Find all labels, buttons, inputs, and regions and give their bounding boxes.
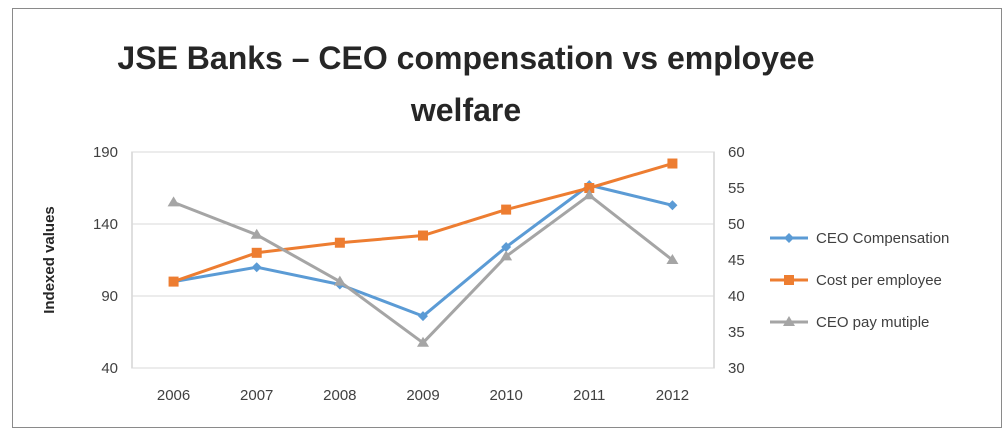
- y-tick-label: 90: [101, 288, 118, 305]
- legend-marker: [784, 275, 794, 285]
- x-tick-label: 2007: [240, 387, 273, 404]
- legend-label: CEO pay mutiple: [816, 314, 929, 331]
- legend: CEO Compensation Cost per employee CEO pay…: [770, 230, 949, 331]
- x-tick-label: 2012: [656, 387, 689, 404]
- legend-label: Cost per employee: [816, 272, 942, 289]
- gridlines: [132, 151, 714, 369]
- data-point: [418, 311, 428, 322]
- chart-frame: [12, 8, 1002, 428]
- data-point: [501, 204, 512, 215]
- data-point: [251, 247, 262, 258]
- x-tick-label: 2011: [573, 387, 605, 404]
- data-point: [417, 336, 429, 347]
- legend-marker: [783, 316, 795, 326]
- series-line: [173, 162, 673, 284]
- series-3: [167, 189, 679, 347]
- y-tick-label: 190: [93, 144, 118, 161]
- x-axis-ticks: 2006 2007 2008 2009 2010 2011 2012: [157, 387, 689, 404]
- data-point: [583, 189, 596, 200]
- data-point: [334, 237, 345, 248]
- plot-area: [131, 151, 715, 369]
- y2-tick-label: 35: [728, 324, 745, 341]
- data-point: [418, 230, 428, 241]
- series-line: [173, 183, 673, 318]
- data-point: [666, 254, 679, 264]
- y2-tick-label: 50: [728, 216, 745, 233]
- data-point: [667, 158, 678, 169]
- legend-item: CEO Compensation: [770, 230, 949, 247]
- y2-tick-label: 60: [728, 144, 745, 161]
- chart-title: JSE Banks – CEO compensation vs employee…: [117, 40, 815, 128]
- x-tick-label: 2006: [157, 387, 190, 404]
- y2-tick-label: 55: [728, 180, 745, 197]
- y-tick-label: 40: [101, 360, 118, 377]
- y2-tick-label: 30: [728, 360, 745, 377]
- data-point: [333, 275, 346, 286]
- x-tick-label: 2009: [406, 387, 439, 404]
- series-1: [168, 180, 678, 322]
- legend-marker: [784, 233, 794, 243]
- y2-tick-label: 45: [728, 252, 745, 269]
- data-point: [250, 228, 263, 239]
- data-point: [501, 242, 512, 253]
- y-tick-label: 140: [93, 216, 118, 233]
- legend-item: CEO pay mutiple: [770, 314, 929, 331]
- x-tick-label: 2010: [489, 387, 522, 404]
- y-axis-title: Indexed values: [41, 206, 58, 314]
- data-point: [167, 196, 180, 207]
- data-point: [251, 262, 262, 273]
- data-point: [667, 200, 678, 211]
- data-point: [168, 276, 179, 287]
- legend-item: Cost per employee: [770, 272, 942, 289]
- y-axis-ticks: 190 140 90 40: [93, 144, 118, 377]
- series-2: [168, 158, 678, 287]
- series-group: [167, 158, 679, 347]
- y2-tick-label: 40: [728, 288, 745, 305]
- legend-label: CEO Compensation: [816, 230, 949, 247]
- y2-axis-ticks: 60 55 50 45 40 35 30: [728, 144, 745, 377]
- data-point: [584, 183, 595, 193]
- x-tick-label: 2008: [323, 387, 356, 404]
- data-point: [500, 250, 513, 261]
